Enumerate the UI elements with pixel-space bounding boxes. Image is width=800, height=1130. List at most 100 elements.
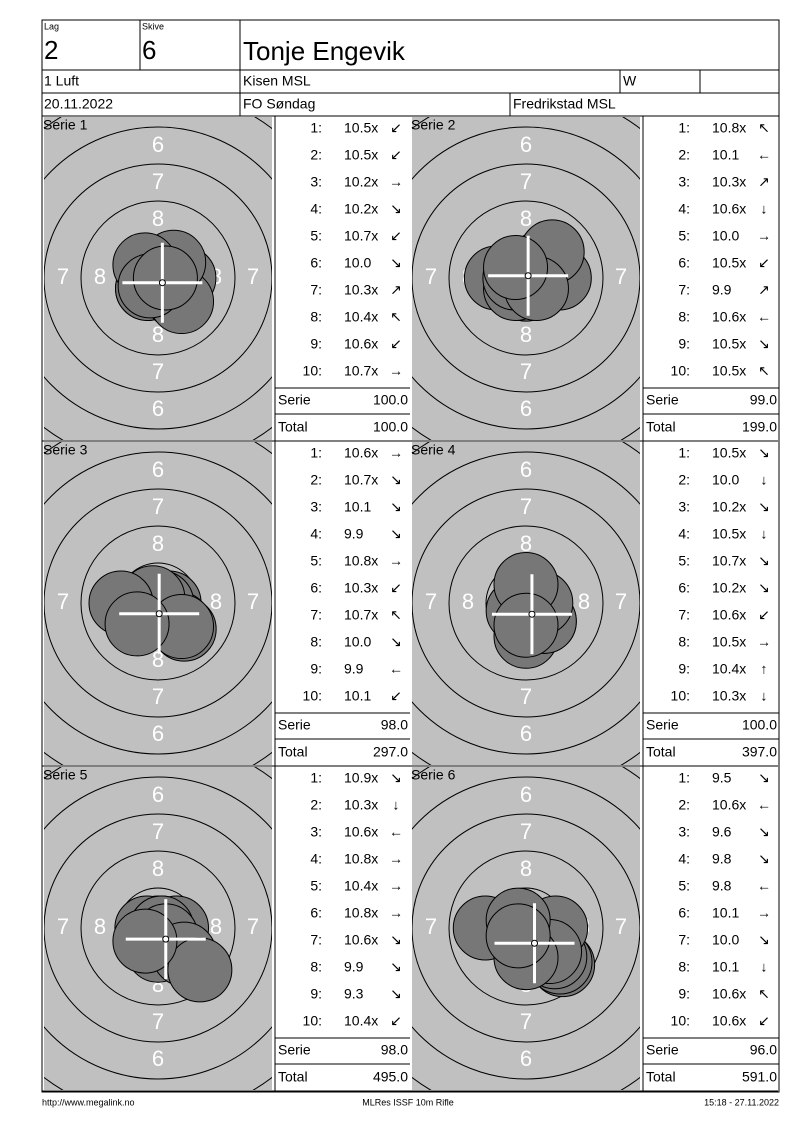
shot-direction: ↑ bbox=[761, 661, 768, 677]
shot-number: 8: bbox=[678, 309, 690, 325]
skive-label: Skive bbox=[142, 21, 164, 31]
shot-score: 10.6x bbox=[712, 607, 746, 623]
shot-number: 4: bbox=[310, 526, 322, 542]
shot-number: 5: bbox=[310, 228, 322, 244]
ring bbox=[448, 525, 604, 681]
serie-label: Serie bbox=[278, 1042, 311, 1058]
shot-direction: ↓ bbox=[393, 797, 400, 813]
ring bbox=[412, 776, 640, 1080]
total-sum: 297.0 bbox=[373, 744, 408, 760]
shot-number: 7: bbox=[310, 607, 322, 623]
event: FO Søndag bbox=[243, 96, 315, 112]
total-sum: 199.0 bbox=[742, 419, 777, 435]
shot-number: 3: bbox=[310, 499, 322, 515]
total-label: Total bbox=[278, 419, 308, 435]
shot-score: 10.6x bbox=[712, 797, 746, 813]
shot-number: 4: bbox=[678, 851, 690, 867]
shot-number: 2: bbox=[310, 797, 322, 813]
shot-score: 10.5x bbox=[344, 147, 378, 163]
ring bbox=[412, 163, 640, 393]
ring-label: 6 bbox=[520, 132, 532, 157]
shot-score: 10.3x bbox=[712, 688, 746, 704]
shot-number: 7: bbox=[678, 282, 690, 298]
shot-direction: ↘ bbox=[390, 499, 402, 515]
shot-number: 8: bbox=[310, 634, 322, 650]
ring-label: 7 bbox=[425, 264, 437, 289]
ring-label: 8 bbox=[520, 206, 532, 231]
shot-direction: ↓ bbox=[761, 201, 768, 217]
shot-direction: ↙ bbox=[390, 1013, 402, 1029]
ring-label: 8 bbox=[94, 264, 106, 289]
center-dot bbox=[528, 610, 536, 618]
shot-number: 4: bbox=[310, 201, 322, 217]
shot-number: 9: bbox=[310, 986, 322, 1002]
shot-number: 5: bbox=[678, 553, 690, 569]
shot-direction: ↘ bbox=[390, 201, 402, 217]
shot-score: 10.4x bbox=[344, 1013, 378, 1029]
shot-direction: → bbox=[389, 445, 403, 461]
ring-label: 8 bbox=[520, 322, 532, 347]
shot-score: 10.5x bbox=[712, 336, 746, 352]
shot-direction: ← bbox=[389, 661, 403, 677]
shot-score: 10.5x bbox=[712, 634, 746, 650]
shot-direction: → bbox=[389, 553, 403, 569]
shot-number: 9: bbox=[678, 661, 690, 677]
ring-label: 8 bbox=[152, 206, 164, 231]
ring bbox=[412, 126, 640, 430]
serie-sum: 100.0 bbox=[742, 717, 777, 733]
ring-label: 6 bbox=[152, 1046, 164, 1071]
shot-direction: ↘ bbox=[758, 445, 770, 461]
shot-number: 9: bbox=[678, 986, 690, 1002]
shot-score: 10.7x bbox=[344, 228, 378, 244]
shot-number: 1: bbox=[310, 120, 322, 136]
shot-direction: ↙ bbox=[390, 120, 402, 136]
shot-number: 6: bbox=[310, 580, 322, 596]
shot-direction: → bbox=[389, 905, 403, 921]
footer-program: MLRes ISSF 10m Rifle bbox=[362, 1097, 454, 1107]
shot-number: 10: bbox=[303, 363, 322, 379]
shot-number: 8: bbox=[310, 309, 322, 325]
ring-label: 7 bbox=[615, 264, 627, 289]
total-label: Total bbox=[646, 744, 676, 760]
shot-score: 10.6x bbox=[344, 336, 378, 352]
shot-number: 1: bbox=[678, 120, 690, 136]
shot-number: 10: bbox=[671, 363, 690, 379]
shot-score: 10.5x bbox=[712, 363, 746, 379]
shot-score: 9.6 bbox=[712, 824, 732, 840]
shot-direction: ← bbox=[757, 878, 771, 894]
series-title: Serie 4 bbox=[411, 442, 456, 458]
shot-number: 5: bbox=[678, 228, 690, 244]
shot-number: 2: bbox=[678, 147, 690, 163]
shot-score: 10.6x bbox=[712, 309, 746, 325]
shot-number: 6: bbox=[310, 905, 322, 921]
shot-score: 10.3x bbox=[344, 797, 378, 813]
ring bbox=[448, 850, 604, 1006]
shot bbox=[483, 235, 549, 301]
serie-sum: 100.0 bbox=[373, 392, 408, 408]
shot-number: 1: bbox=[310, 770, 322, 786]
ring bbox=[80, 850, 236, 1006]
shot-direction: ↘ bbox=[758, 770, 770, 786]
serie-sum: 98.0 bbox=[381, 1042, 408, 1058]
shot-number: 9: bbox=[310, 336, 322, 352]
center-dot bbox=[524, 272, 532, 280]
shot-direction: ↙ bbox=[758, 255, 770, 271]
shot-number: 6: bbox=[678, 905, 690, 921]
total-label: Total bbox=[278, 744, 308, 760]
shot-number: 9: bbox=[678, 336, 690, 352]
shot-direction: ↘ bbox=[758, 553, 770, 569]
shot bbox=[132, 245, 198, 311]
shot-score: 10.0 bbox=[712, 932, 739, 948]
ring bbox=[412, 813, 640, 1043]
total-sum: 397.0 bbox=[742, 744, 777, 760]
shot-score: 10.1 bbox=[344, 688, 371, 704]
ring-label: 6 bbox=[152, 721, 164, 746]
ring-label: 6 bbox=[152, 457, 164, 482]
serie-sum: 99.0 bbox=[750, 392, 777, 408]
center-dot bbox=[531, 939, 539, 947]
shot-score: 10.2x bbox=[712, 580, 746, 596]
shot-number: 5: bbox=[310, 878, 322, 894]
ring-label: 6 bbox=[152, 782, 164, 807]
